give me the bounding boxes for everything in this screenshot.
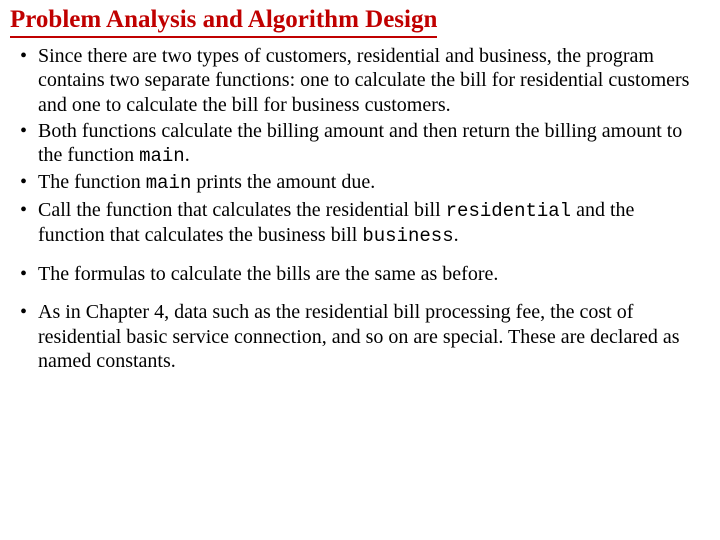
code-run: main (146, 172, 192, 194)
bullet-item: Both functions calculate the billing amo… (10, 119, 706, 169)
bullet-list: The formulas to calculate the bills are … (10, 262, 706, 286)
bullet-item: Since there are two types of customers, … (10, 44, 706, 117)
text-run: prints the amount due. (191, 171, 375, 193)
bullet-item: As in Chapter 4, data such as the reside… (10, 300, 706, 373)
bullet-item: Call the function that calculates the re… (10, 198, 706, 248)
bullet-list: Since there are two types of customers, … (10, 44, 706, 248)
bullet-group: As in Chapter 4, data such as the reside… (10, 300, 706, 373)
content: Since there are two types of customers, … (10, 44, 706, 374)
code-run: main (139, 145, 185, 167)
bullet-item: The function main prints the amount due. (10, 170, 706, 195)
slide-page: Problem Analysis and Algorithm Design Si… (0, 0, 720, 386)
text-run: Both functions calculate the billing amo… (38, 120, 682, 166)
text-run: Call the function that calculates the re… (38, 199, 446, 221)
text-run: . (454, 224, 459, 246)
bullet-group: The formulas to calculate the bills are … (10, 262, 706, 286)
text-run: Since there are two types of customers, … (38, 45, 689, 116)
slide-title: Problem Analysis and Algorithm Design (10, 6, 437, 38)
text-run: . (185, 144, 190, 166)
code-run: business (362, 225, 453, 247)
code-run: residential (446, 200, 571, 222)
bullet-group: Since there are two types of customers, … (10, 44, 706, 248)
text-run: As in Chapter 4, data such as the reside… (38, 301, 680, 372)
text-run: The function (38, 171, 146, 193)
bullet-list: As in Chapter 4, data such as the reside… (10, 300, 706, 373)
bullet-item: The formulas to calculate the bills are … (10, 262, 706, 286)
text-run: The formulas to calculate the bills are … (38, 263, 498, 285)
